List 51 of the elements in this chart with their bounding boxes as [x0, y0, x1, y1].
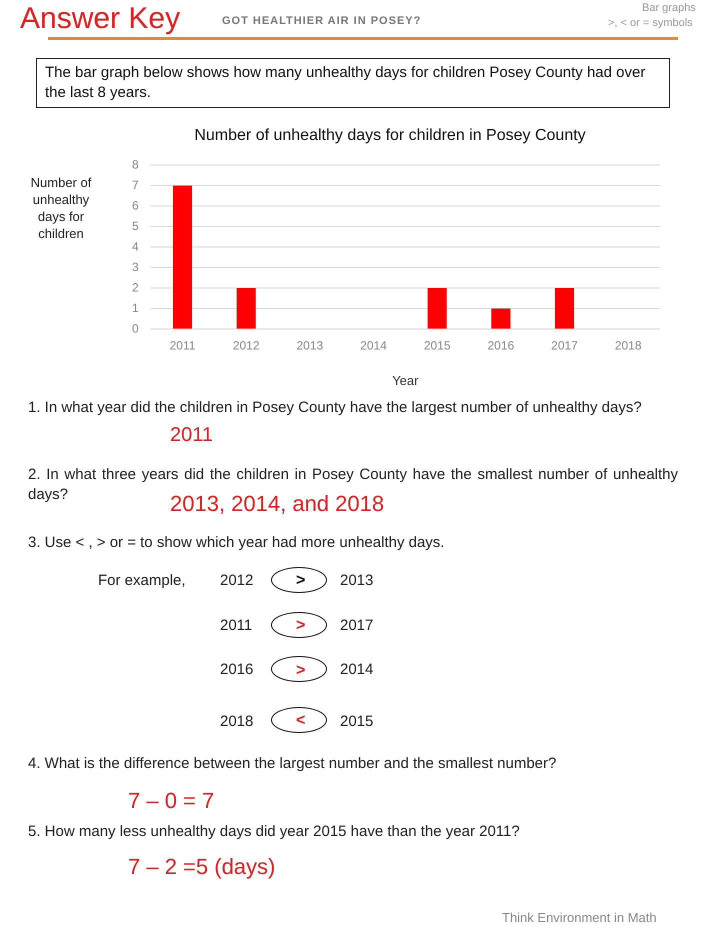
text: Answer Key — [20, 2, 180, 36]
text: The bar graph below shows how many unhealthy days for children Posey County had over the last 8 years. — [36, 58, 670, 108]
y-tick-label: 5 — [132, 218, 139, 233]
y-tick-label: 1 — [132, 300, 139, 315]
y-tick-label: 6 — [132, 198, 139, 212]
y-tick-label: 4 — [132, 239, 139, 254]
chart-title: Number of unhealthy days for children in Posey County — [194, 127, 586, 144]
bar — [236, 288, 256, 328]
x-tick-label: 2013 — [296, 338, 324, 353]
x-tick-label: 2014 — [360, 338, 388, 353]
text: 1. In what year did the children in Posey County have the largest number of unhealthy days? — [28, 398, 643, 418]
text: 2014 — [340, 661, 374, 678]
x-tick-label: 2012 — [232, 338, 260, 353]
text: GOT HEALTHIER AIR IN POSEY? — [222, 15, 422, 27]
text: > — [296, 662, 306, 680]
text: 2015 — [340, 713, 374, 730]
text: For example, — [98, 572, 186, 589]
text: 2013 — [340, 572, 374, 589]
y-axis-title: Number of unhealthy days for children — [30, 174, 92, 242]
text: 2016 — [220, 661, 254, 678]
text: < — [296, 712, 306, 730]
x-axis-title: Year — [392, 372, 420, 388]
x-tick-label: 2015 — [424, 338, 451, 353]
x-tick-label: 2017 — [551, 338, 578, 353]
text: 2011 — [170, 424, 214, 447]
text: > — [296, 617, 306, 635]
bar — [172, 186, 192, 328]
y-tick-label: 0 — [132, 321, 139, 336]
text: Bar graphs — [642, 2, 696, 14]
text: 5. How many less unhealthy days did year 2015 have than the year 2011? — [28, 823, 520, 840]
text: 3. Use < , > or = to show which year had more unhealthy days. — [28, 534, 444, 551]
x-tick-label: 2018 — [614, 338, 642, 353]
text: 4. What is the difference between the largest number and the smallest number? — [28, 755, 556, 772]
y-tick-label: 3 — [132, 260, 139, 274]
bar — [491, 308, 510, 328]
text: 2011 — [220, 617, 252, 634]
text: >, < or = symbols — [608, 17, 693, 29]
x-tick-label: 2016 — [487, 338, 515, 353]
text: 7 – 2 =5 (days) — [128, 854, 276, 880]
y-tick-label: 2 — [132, 280, 139, 294]
y-tick-label: 8 — [132, 158, 139, 172]
text: Think Environment in Math — [502, 910, 657, 925]
text: 2012 — [220, 572, 254, 589]
text: > — [296, 572, 306, 590]
x-tick-label: 2011 — [170, 338, 196, 353]
bar — [428, 288, 447, 328]
y-tick-label: 7 — [132, 178, 139, 192]
text: 2018 — [220, 713, 254, 730]
text: 2017 — [340, 617, 374, 634]
text: 7 – 0 = 7 — [128, 788, 214, 814]
bar — [554, 288, 574, 328]
